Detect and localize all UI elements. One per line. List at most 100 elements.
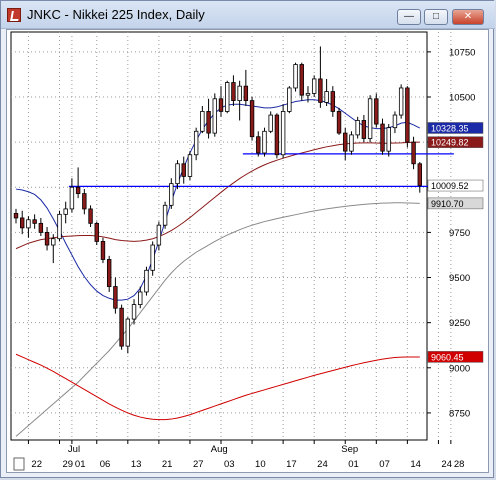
candle-body: [268, 114, 273, 132]
close-button[interactable]: ✕: [452, 9, 484, 25]
candle: [392, 111, 398, 134]
candle: [69, 178, 75, 213]
candle: [367, 95, 373, 143]
candle: [138, 286, 143, 309]
candle: [113, 277, 118, 314]
y-tick-label: 8750: [449, 408, 470, 419]
y-tick-label: 9500: [449, 273, 470, 284]
candle: [398, 84, 404, 119]
price-badge: [427, 197, 484, 210]
candle: [336, 107, 342, 135]
candle-body: [274, 114, 280, 156]
candle: [106, 255, 112, 292]
candle: [187, 151, 193, 181]
candle: [411, 136, 416, 170]
candle-body: [311, 78, 317, 94]
chart-area[interactable]: 8750900092509500975010000102501050010750…: [6, 29, 489, 473]
candle-body: [138, 291, 143, 306]
close-icon: ✕: [463, 11, 473, 22]
y-tick-label: 10500: [449, 92, 475, 103]
candle-body: [299, 64, 304, 96]
price-badge: [427, 136, 484, 148]
candle: [268, 111, 273, 134]
candle: [256, 131, 261, 157]
candle-body: [26, 219, 31, 229]
candle-body: [392, 114, 398, 129]
price-badge-label: 10009.52: [431, 181, 469, 191]
candle: [82, 189, 87, 215]
candle: [88, 205, 93, 227]
candle: [181, 156, 186, 184]
app-icon: [7, 8, 21, 22]
candle-body: [75, 186, 81, 194]
candle-body: [218, 98, 224, 112]
candle-body: [330, 91, 336, 112]
candle: [51, 234, 56, 264]
moving-average-line: [15, 353, 420, 421]
x-tick-label: 22: [31, 459, 42, 470]
candle: [212, 93, 217, 137]
candle: [100, 237, 106, 264]
candle-body: [113, 286, 118, 309]
x-tick-label: 24: [441, 459, 452, 470]
candle-body: [181, 163, 186, 177]
candle: [380, 118, 385, 155]
candle: [225, 80, 230, 114]
candle: [343, 127, 348, 161]
candle-body: [162, 204, 168, 226]
candle-body: [237, 85, 242, 102]
candle-body: [100, 241, 106, 260]
candle: [193, 127, 199, 161]
candle-body: [212, 98, 217, 134]
x-tick-label: 29: [62, 459, 73, 470]
candle-body: [13, 213, 19, 219]
candle: [417, 161, 422, 193]
candle: [231, 75, 236, 107]
price-chart[interactable]: 8750900092509500975010000102501050010750…: [7, 30, 488, 472]
candle: [287, 86, 292, 114]
candle-body: [293, 64, 298, 89]
candle-body: [131, 304, 137, 320]
candle-body: [249, 100, 255, 138]
candle: [237, 80, 242, 121]
x-tick-label: 07: [379, 459, 390, 470]
candle: [75, 167, 81, 199]
candle: [125, 317, 131, 354]
title-bar[interactable]: JNKC - Nikkei 225 Index, Daily — □ ✕: [1, 1, 495, 29]
window-title: JNKC - Nikkei 225 Index, Daily: [27, 7, 205, 22]
moving-average-line: [15, 99, 421, 301]
candle-body: [88, 208, 93, 224]
candle-body: [187, 154, 193, 177]
candle: [13, 208, 19, 224]
candle: [243, 69, 249, 107]
x-tick-label: 28: [454, 459, 465, 470]
candle-body: [380, 123, 385, 152]
candle-body: [305, 92, 311, 96]
minimize-button[interactable]: —: [397, 9, 421, 25]
candle-body: [156, 224, 162, 246]
candle: [293, 62, 298, 92]
candle-body: [361, 120, 367, 139]
candle: [374, 93, 379, 128]
candle: [131, 299, 137, 325]
candle: [26, 216, 31, 238]
candle-body: [411, 141, 416, 165]
price-badge-label: 9060.45: [431, 352, 464, 362]
candle-body: [405, 87, 410, 143]
candle-body: [280, 111, 286, 156]
price-badge: [427, 122, 484, 134]
candle: [94, 221, 99, 246]
candle-body: [355, 120, 360, 136]
scroll-handle[interactable]: [13, 457, 25, 471]
candle: [311, 75, 317, 97]
candle: [175, 160, 180, 190]
candle: [38, 217, 44, 236]
price-badge: [427, 351, 484, 363]
candle: [156, 221, 162, 251]
candle-body: [44, 231, 50, 246]
maximize-button[interactable]: □: [424, 9, 448, 25]
candle-body: [386, 127, 391, 152]
candle: [32, 214, 37, 229]
candle: [206, 98, 211, 139]
